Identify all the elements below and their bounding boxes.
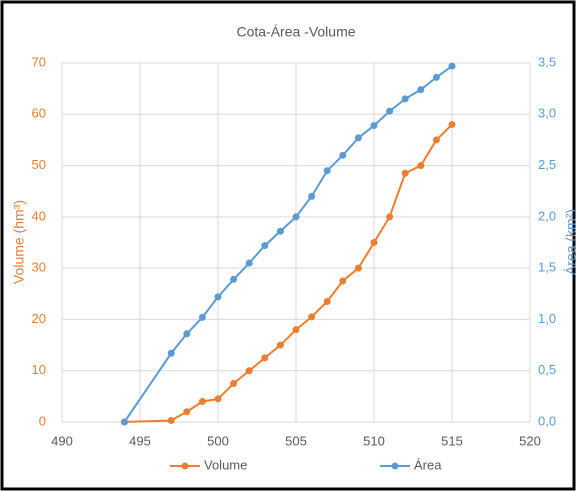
data-point — [245, 259, 253, 267]
legend-marker — [391, 462, 399, 470]
data-point — [198, 397, 206, 405]
x-tick-label: 500 — [207, 433, 229, 448]
data-point — [432, 73, 440, 81]
x-tick-label: 495 — [129, 433, 151, 448]
y-tick-label: 60 — [32, 106, 46, 121]
data-point — [167, 349, 175, 357]
chart-title: Cota-Área -Volume — [236, 24, 355, 40]
data-point — [370, 239, 378, 246]
data-point — [261, 354, 269, 362]
y-tick-label: 70 — [32, 54, 46, 69]
data-point — [339, 277, 347, 285]
legend-label: Área — [414, 457, 442, 472]
data-point — [276, 341, 284, 349]
legend-marker — [181, 462, 189, 470]
y2-axis-label: Área (km²) — [563, 209, 576, 275]
x-tick-label: 510 — [363, 433, 385, 448]
data-point — [448, 121, 456, 129]
data-point — [339, 151, 347, 159]
y2-tick-label: 1,0 — [538, 311, 556, 326]
y2-tick-label: 0,5 — [538, 362, 556, 377]
y2-tick-label: 0,0 — [538, 413, 556, 428]
data-point — [432, 136, 440, 144]
data-point — [245, 367, 253, 375]
data-point — [214, 395, 222, 403]
y2-tick-label: 3,5 — [538, 54, 556, 69]
data-point — [323, 297, 331, 305]
data-point — [214, 293, 222, 301]
y-tick-label: 40 — [32, 208, 46, 223]
data-point — [417, 86, 425, 94]
data-point — [370, 122, 378, 130]
legend-label: Volume — [204, 457, 247, 472]
data-point — [308, 192, 316, 200]
data-point — [198, 313, 206, 321]
data-point — [417, 162, 425, 170]
data-point — [120, 418, 128, 426]
x-tick-label: 520 — [519, 433, 541, 448]
data-point — [448, 62, 456, 70]
data-point — [230, 275, 238, 283]
data-point — [167, 416, 175, 424]
y-tick-label: 30 — [32, 260, 46, 275]
y-axis-label: Volume (hm³) — [11, 200, 27, 284]
y-tick-label: 50 — [32, 157, 46, 172]
y2-tick-label: 1,5 — [538, 260, 556, 275]
y2-tick-label: 2,0 — [538, 208, 556, 223]
data-point — [308, 313, 316, 321]
y-tick-label: 0 — [39, 413, 46, 428]
data-point — [401, 95, 409, 103]
y-tick-label: 20 — [32, 311, 46, 326]
data-point — [183, 408, 191, 416]
data-point — [276, 227, 284, 235]
data-point — [386, 213, 394, 221]
y-tick-label: 10 — [32, 362, 46, 377]
data-point — [354, 134, 362, 142]
data-point — [292, 213, 300, 221]
data-point — [354, 264, 362, 272]
data-point — [230, 380, 238, 388]
x-tick-label: 505 — [285, 433, 307, 448]
y2-tick-label: 2,5 — [538, 157, 556, 172]
y2-tick-label: 3,0 — [538, 106, 556, 121]
x-tick-label: 490 — [51, 433, 73, 448]
data-point — [386, 107, 394, 115]
data-point — [401, 169, 409, 177]
x-tick-label: 515 — [441, 433, 463, 448]
data-point — [292, 326, 300, 334]
data-point — [183, 330, 191, 338]
data-point — [261, 242, 269, 250]
data-point — [323, 167, 331, 175]
